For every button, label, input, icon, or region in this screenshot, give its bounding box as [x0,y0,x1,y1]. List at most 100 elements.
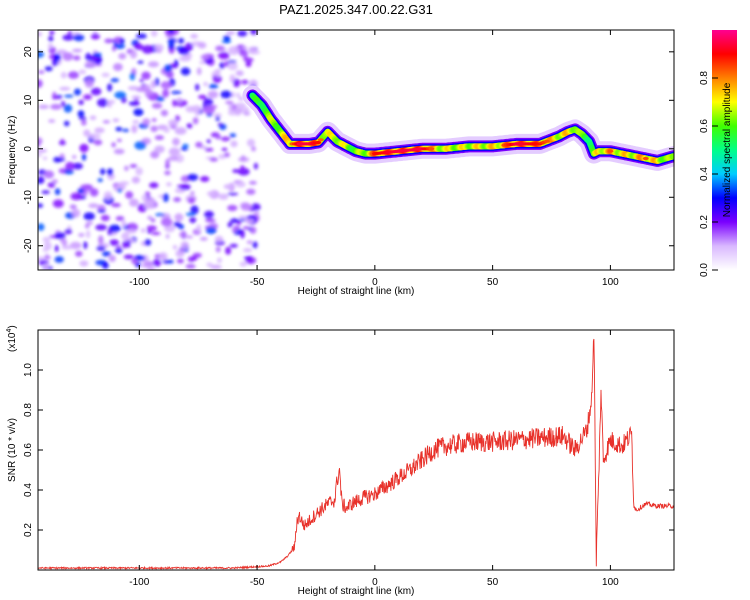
spectrogram-y-tick-label: -10 [23,190,34,205]
colorbar-label: Normalized spectral amplitude [722,82,733,217]
noise-blob [249,226,257,234]
snr-y-tick-label: 0.4 [23,483,34,497]
noise-blob [69,241,82,250]
noise-blob [150,125,158,132]
noise-blob [229,243,238,248]
noise-blob [80,184,93,190]
noise-blob [155,213,165,217]
noise-blob [245,60,252,68]
colorbar-bar [712,30,737,270]
noise-blob [143,200,155,210]
spectrogram-x-label: Height of straight line (km) [298,286,415,297]
noise-blob [162,89,170,98]
noise-blob [141,45,154,54]
noise-blob [253,211,260,216]
noise-blob [185,235,194,239]
noise-blob [176,184,187,189]
noise-blob [141,194,147,202]
noise-blob [42,248,49,252]
noise-blob [95,224,107,231]
noise-blob [234,107,243,114]
noise-blob [215,134,222,140]
snr-y-ticks: 0.2 0.4 0.6 0.8 1.0 [23,363,674,537]
noise-blob [89,115,97,121]
noise-blob [238,97,244,101]
noise-blob [176,258,184,264]
noise-blob [197,42,207,49]
noise-blob [168,42,175,50]
noise-blob [43,241,52,251]
noise-blob [111,142,116,148]
noise-blob [180,147,189,151]
noise-blob [250,203,261,211]
noise-blob [73,88,82,96]
snr-x-label: Height of straight line (km) [298,586,415,597]
noise-blob [156,96,165,102]
noise-blob [119,181,130,186]
colorbar: 0.0 0.2 0.4 0.6 0.8 Normalized spectral ampl… [699,30,737,277]
noise-blob [70,192,82,201]
noise-blob [227,221,233,228]
noise-blob [69,204,77,210]
snr-y-tick-label: 0.6 [23,443,34,457]
noise-blob [102,251,111,257]
noise-blob [78,69,87,75]
noise-blob [170,90,182,95]
noise-blob [195,141,203,148]
noise-blob [93,52,102,58]
noise-blob [225,100,234,105]
noise-blob [217,257,222,264]
snr-x-tick-label: 50 [487,577,499,588]
noise-blob [215,116,220,121]
noise-blob [243,248,253,253]
noise-blob [103,191,113,200]
noise-blob [61,245,73,250]
noise-blob [168,147,180,156]
noise-blob [100,214,110,222]
noise-blob [85,221,94,225]
noise-blob [102,261,109,270]
noise-blob [43,170,55,179]
noise-blob [246,240,253,244]
noise-blob [135,167,143,176]
noise-blob [215,45,225,51]
noise-blob [218,193,229,199]
noise-blob [172,99,178,107]
noise-blob [240,203,253,211]
noise-blob [60,71,67,79]
noise-blob [115,126,123,132]
noise-blob [129,72,136,81]
snr-x-tick-label: -50 [250,577,265,588]
noise-blob [150,30,158,37]
noise-blob [84,224,90,229]
noise-blob [229,133,237,138]
noise-blob [168,155,179,161]
noise-blob [147,215,153,220]
noise-blob [38,31,43,37]
noise-blob [206,262,213,267]
noise-blob [38,70,45,74]
noise-blob [225,31,236,35]
noise-blob [93,139,103,146]
noise-blob [204,218,216,223]
noise-blob [189,217,197,224]
noise-blob [240,229,245,239]
noise-blob [164,224,176,233]
noise-blob [172,245,178,250]
noise-blob [203,98,214,106]
noise-blob [204,147,214,152]
noise-blob [235,181,246,188]
noise-blob [213,113,222,118]
noise-blob [49,30,55,35]
noise-blob [107,228,113,236]
noise-blob [131,124,138,134]
noise-blob [71,208,81,218]
noise-blob [246,215,257,220]
noise-blob [218,51,230,60]
spectrogram-x-ticks: -100 -50 0 50 100 [129,30,619,288]
noise-blob [206,191,215,196]
noise-blob [239,261,247,267]
noise-blob [217,123,224,127]
noise-blob [94,63,103,67]
